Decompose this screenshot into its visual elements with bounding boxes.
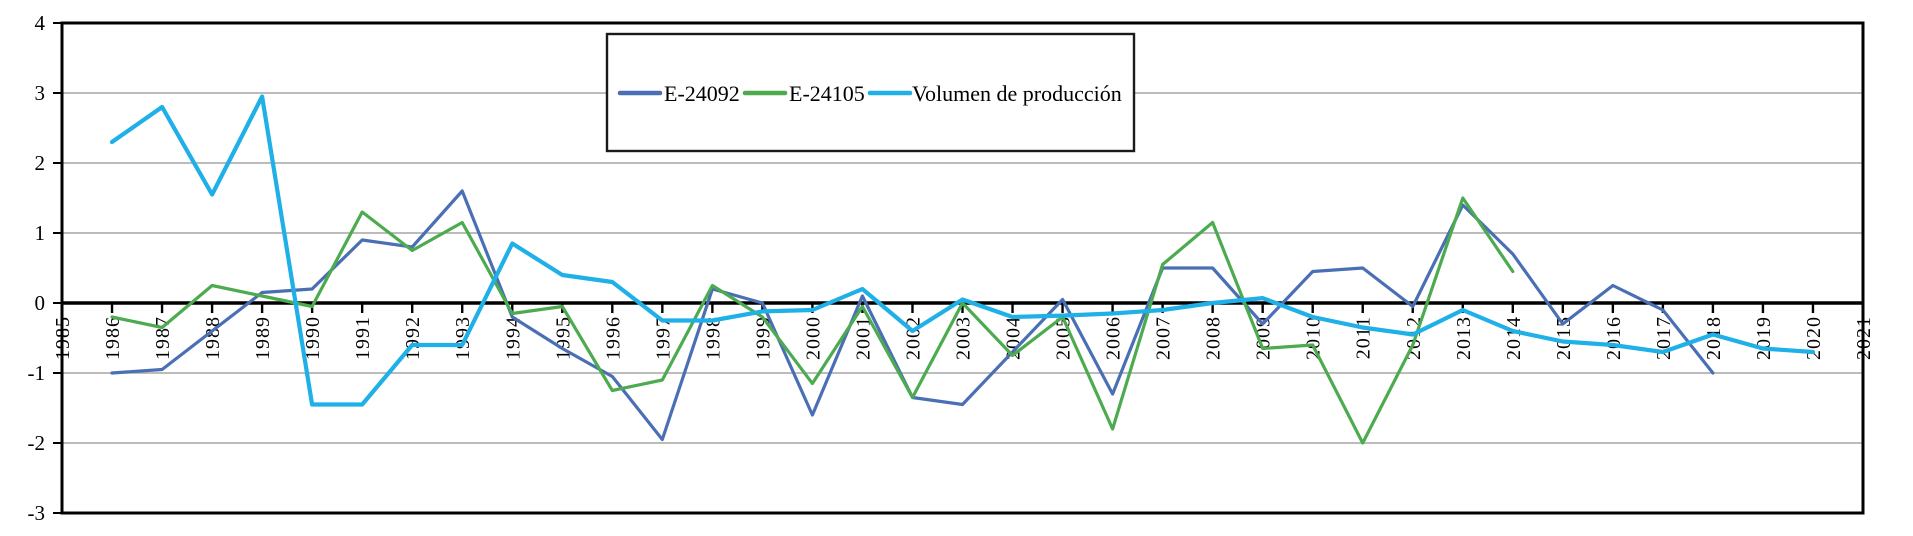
x-tick-label: 2016 [1603,316,1625,360]
x-tick-label: 1998 [702,316,724,360]
x-tick-label: 2014 [1503,316,1525,360]
x-tick-label: 1986 [102,316,124,360]
x-tick-label: 1997 [652,316,674,360]
x-tick-label: 2008 [1203,316,1225,360]
x-tick-label: 1987 [152,316,174,360]
y-tick-label: 2 [35,151,46,175]
series-line-e-24105 [110,196,1515,445]
y-tick-label: 4 [35,11,46,35]
x-tick-label: 2011 [1353,316,1375,359]
legend: E-24092 E-24105 Volumen de producción [605,32,1136,153]
x-tick-label: 2000 [802,316,824,360]
x-tick-label: 1989 [252,316,274,360]
x-tick-label: 1985 [52,316,74,360]
x-tick-label: 2021 [1853,316,1875,360]
x-tick-label: 2006 [1103,316,1125,360]
x-tick-label: 2003 [953,316,975,360]
series-line-volumen-de-producci-n [109,94,1816,407]
y-tick-label: -2 [28,431,46,455]
y-tick-label: -1 [28,361,46,385]
x-tick-label: 2010 [1303,316,1325,360]
x-tick-labels: 1985 1986 1987 1988 1989 1990 1991 1992 1993 1994… [52,316,1875,360]
x-tick-label: 1996 [602,316,624,360]
x-tick-label: 2005 [1053,316,1075,360]
x-tick-label: 1994 [502,316,524,360]
x-tick-label: 2019 [1753,316,1775,360]
x-tick-label: 2002 [902,316,924,360]
x-tick-label: 2018 [1703,316,1725,360]
x-tick-label: 2001 [852,316,874,360]
y-tick-label: -3 [28,501,46,525]
x-tick-label: 1990 [302,316,324,360]
series-lines [109,94,1816,445]
y-tick-label: 3 [35,81,46,105]
y-tick-label: 1 [35,221,46,245]
x-tick-label: 2007 [1153,316,1175,360]
y-tick-label: 0 [35,291,46,315]
x-tick-label: 2013 [1453,316,1475,360]
legend-label: E-24092 [664,81,740,106]
x-tick-label: 1991 [352,316,374,360]
plot-border [60,21,1865,515]
y-tick-labels: 4 3 2 1 0 -1 -2 -3 [28,11,46,525]
legend-label: Volumen de producción [912,81,1122,106]
x-tick-label: 1993 [452,316,474,360]
x-tick-label: 1995 [552,316,574,360]
x-tick-label: 2020 [1803,316,1825,360]
legend-label: E-24105 [789,81,865,106]
x-tick-label: 2015 [1553,316,1575,360]
